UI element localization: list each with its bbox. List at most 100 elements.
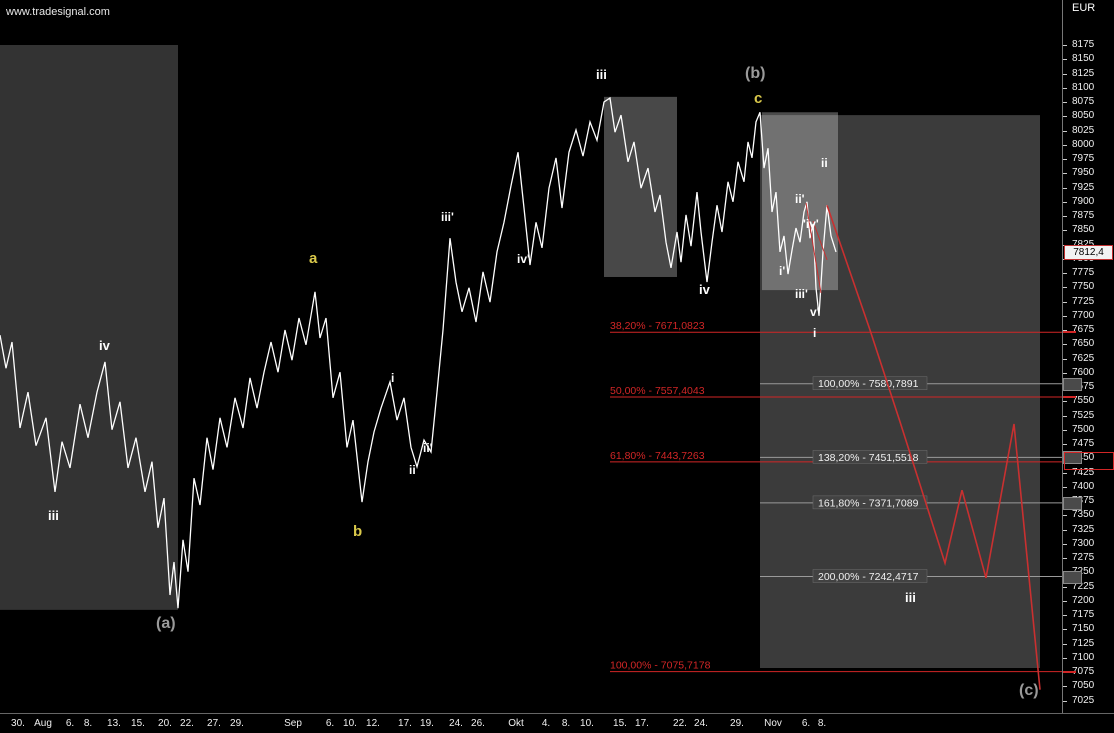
price-tick-mark: [1063, 59, 1067, 61]
price-axis[interactable]: EUR 7812,4 8175 8150 8125 8100 8075 8050 8025 8…: [1062, 0, 1114, 713]
price-tick-label: 8050: [1072, 110, 1095, 122]
price-tick-label: 7175: [1072, 609, 1095, 620]
fib-extension-label-box: [812, 376, 928, 390]
date-tick-label: 6.: [65, 718, 75, 729]
date-tick-label: 24.: [449, 718, 463, 729]
price-tick-label: 7150: [1072, 623, 1095, 635]
price-tick-mark: [1063, 173, 1067, 175]
price-tick-mark: [1063, 144, 1067, 146]
price-series-line: [0, 96, 837, 609]
price-tick-label: 7075: [1072, 666, 1095, 677]
price-tick-label: 7450: [1072, 452, 1095, 464]
date-tick-label: 4.: [541, 718, 551, 729]
date-tick-label: 10.: [580, 718, 594, 729]
price-tick-label: 7650: [1072, 338, 1095, 350]
price-tick-mark: [1063, 130, 1067, 132]
wave-label: i: [813, 326, 816, 340]
price-tick-mark: [1063, 643, 1067, 645]
price-tick-label: 7700: [1072, 309, 1095, 321]
wave-sub-line[interactable]: [812, 220, 828, 261]
price-tick-label: 7725: [1072, 295, 1095, 307]
price-tick-mark: [1063, 472, 1067, 474]
current-price-tag: 7812,4: [1064, 244, 1113, 260]
date-tick-label: 12.: [366, 718, 380, 729]
date-tick-label: 10.: [343, 718, 357, 729]
fib-retracement-label: 38,20% - 7671,0823: [610, 320, 705, 332]
price-tick-label: 7850: [1072, 224, 1095, 236]
date-tick-label: Sep: [284, 718, 302, 729]
price-tick-mark: [1063, 45, 1067, 46]
wave-sub-line[interactable]: [805, 202, 822, 294]
price-tick-label: 7575: [1072, 381, 1095, 392]
date-tick-label: 24.: [694, 718, 708, 729]
fib-retracement-label: 50,00% - 7557,4043: [610, 385, 705, 397]
price-tick-label: 7825: [1072, 239, 1094, 250]
price-tick-label: 7900: [1072, 195, 1095, 207]
price-tick-label: 7525: [1072, 409, 1095, 421]
price-tick-label: 7125: [1072, 637, 1095, 649]
wave-label: (a): [156, 615, 176, 632]
price-tick-mark: [1063, 344, 1067, 346]
price-tick-mark: [1063, 657, 1067, 659]
retracement-axis-mark: [1063, 396, 1076, 399]
price-tick-label: 7425: [1072, 466, 1095, 478]
extension-axis-mark: [1063, 377, 1082, 391]
date-tick-label: 29.: [230, 718, 244, 729]
wave-label: b: [353, 523, 362, 540]
price-tick-mark: [1063, 543, 1067, 545]
date-tick-label: 15.: [131, 718, 145, 729]
date-tick-label: Aug: [34, 718, 52, 729]
fib-extension-label: 100,00% - 7580,7891: [818, 378, 919, 390]
price-tick-mark: [1063, 444, 1067, 445]
price-tick-mark: [1063, 615, 1067, 616]
wave-label: v': [810, 305, 820, 319]
price-tick-mark: [1063, 187, 1067, 189]
wave-label: iv: [699, 282, 711, 297]
price-tick-mark: [1063, 159, 1067, 160]
wave-label: iii: [48, 508, 59, 523]
price-tick-label: 7250: [1072, 566, 1095, 578]
projection-line[interactable]: [826, 204, 1041, 690]
date-tick-label: 8.: [561, 718, 571, 729]
price-tick-mark: [1063, 102, 1067, 103]
date-tick-label: 17.: [635, 718, 649, 729]
price-tick-label: 8125: [1072, 67, 1095, 79]
price-tick-label: 8175: [1072, 39, 1095, 50]
wave-label: c: [754, 90, 762, 107]
wave-label: a: [309, 250, 318, 267]
price-tick-mark: [1063, 401, 1067, 403]
price-tick-mark: [1063, 429, 1067, 431]
fib-extension-label-box: [812, 569, 928, 583]
wave-label: 'iv': [803, 217, 819, 231]
wave-label: iii: [905, 590, 916, 605]
price-tick-label: 7500: [1072, 423, 1095, 435]
price-tick-label: 7350: [1072, 509, 1095, 521]
price-tick-mark: [1063, 515, 1067, 517]
date-tick-label: Okt: [508, 718, 524, 729]
price-tick-label: 7625: [1072, 352, 1095, 364]
price-tick-mark: [1063, 73, 1067, 75]
price-tick-label: 7675: [1072, 324, 1095, 335]
wave-label: iii': [441, 210, 454, 224]
price-tick-mark: [1063, 586, 1067, 588]
date-tick-label: 22.: [180, 718, 194, 729]
time-axis[interactable]: 30. Aug 6. 8. 13. 15. 20. 22. 27. 29. Sep 6. 10. 12. 1…: [0, 713, 1114, 733]
price-tick-mark: [1063, 301, 1067, 303]
price-tick-label: 7225: [1072, 580, 1095, 592]
date-tick-label: Nov: [764, 718, 782, 729]
date-tick-label: 6.: [325, 718, 335, 729]
wave-label: iii: [596, 67, 607, 82]
price-chart-plot[interactable]: 38,20% - 7671,0823 50,00% - 7557,4043 61,8…: [0, 0, 1062, 713]
analysis-box[interactable]: [0, 45, 178, 610]
fib-extension-label-box: [812, 450, 928, 464]
price-tick-mark: [1063, 315, 1067, 317]
currency-label: EUR: [1072, 2, 1096, 14]
date-tick-label: 20.: [158, 718, 172, 729]
price-tick-mark: [1063, 358, 1067, 360]
price-tick-mark: [1063, 529, 1067, 531]
extension-axis-mark: [1063, 570, 1082, 584]
wave-label: iii': [795, 287, 808, 301]
price-tick-label: 7375: [1072, 495, 1095, 506]
date-tick-label: 15.: [613, 718, 627, 729]
